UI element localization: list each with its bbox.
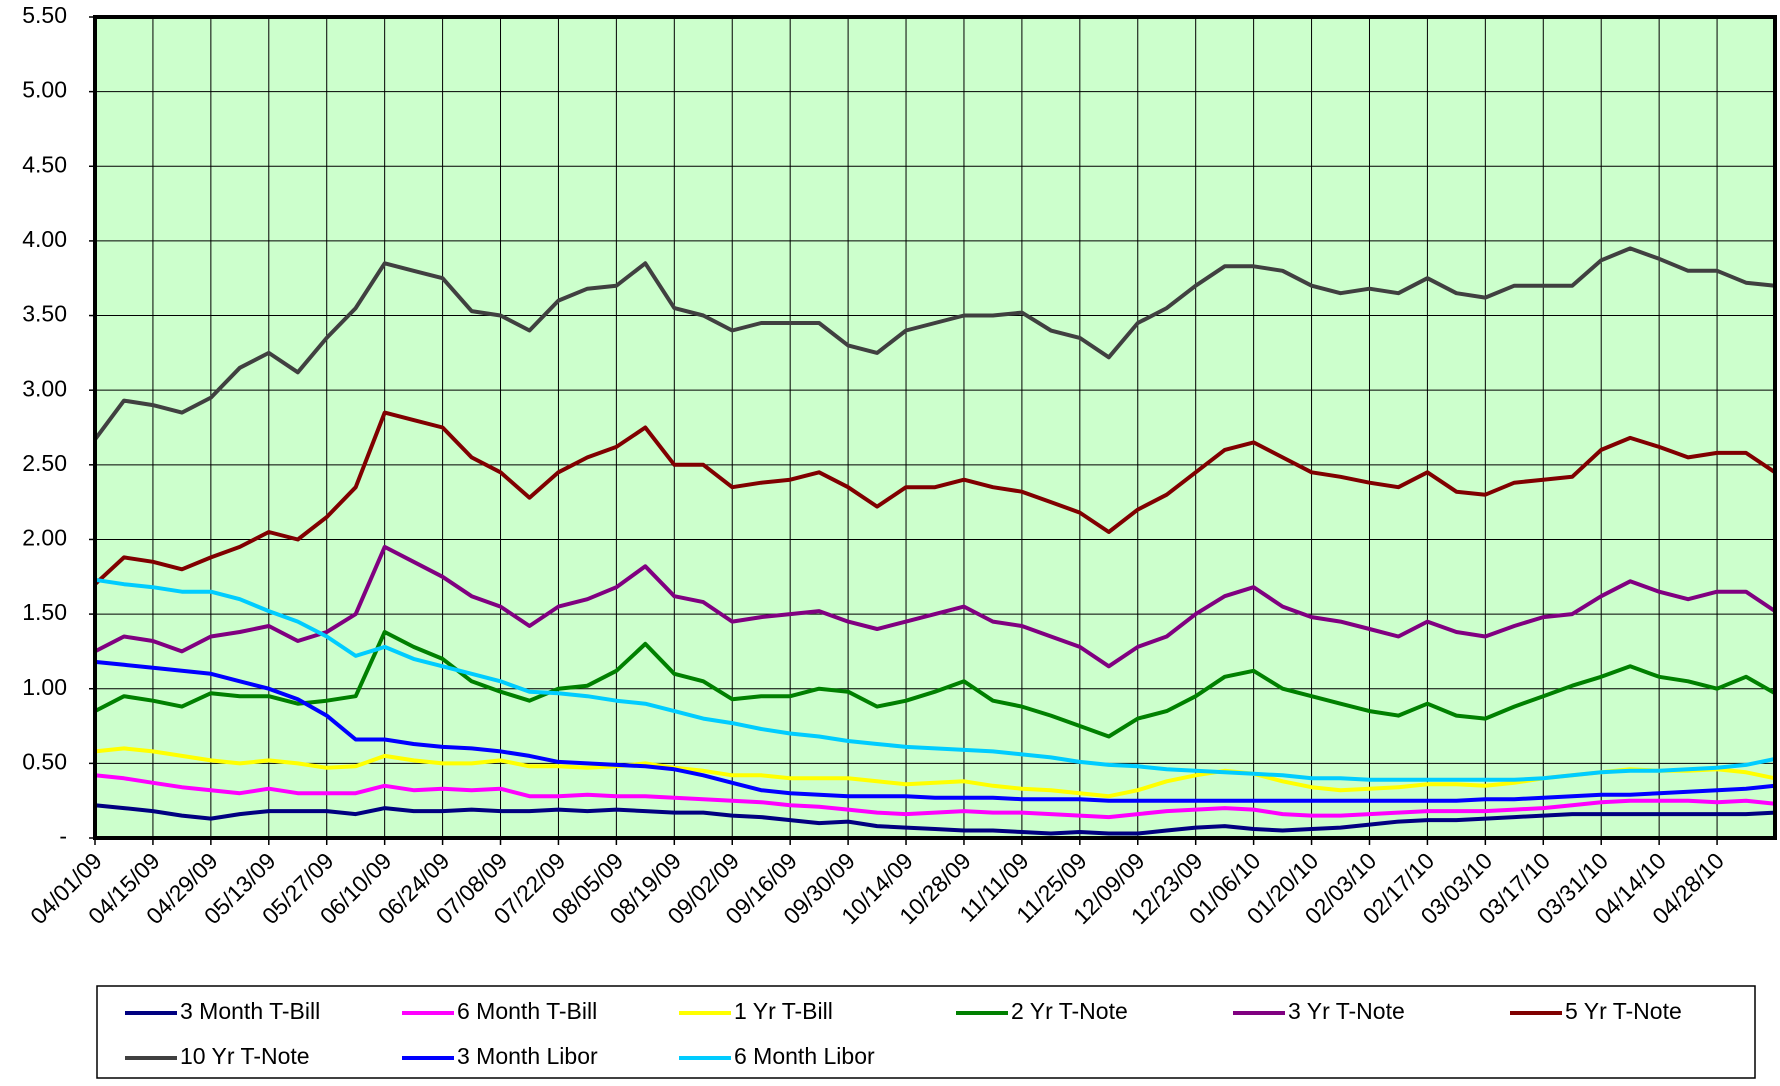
- y-tick-label: 1.00: [22, 674, 67, 700]
- legend-label: 1 Yr T-Bill: [734, 998, 833, 1024]
- series-line: [94, 577, 1776, 782]
- legend-label: 5 Yr T-Note: [1565, 998, 1682, 1024]
- series-line: [93, 246, 1776, 441]
- series-line: [94, 544, 1777, 669]
- series-line: [94, 746, 1776, 799]
- legend-label: 10 Yr T-Note: [180, 1043, 310, 1069]
- legend-label: 6 Month Libor: [734, 1043, 875, 1069]
- y-tick-label: 4.00: [22, 226, 67, 252]
- y-tick-label: -: [59, 823, 67, 849]
- y-tick-label: 5.50: [22, 2, 67, 28]
- series-line: [94, 773, 1776, 820]
- plot-border: [93, 15, 1777, 840]
- series-line: [94, 803, 1776, 836]
- series-line: [94, 659, 1776, 803]
- legend-label: 3 Month Libor: [457, 1043, 598, 1069]
- legend-box: [96, 985, 1756, 1079]
- y-tick-label: 2.00: [22, 525, 67, 551]
- y-tick-label: 0.50: [22, 748, 67, 774]
- plot-area: [95, 17, 1775, 838]
- series-line: [94, 630, 1776, 739]
- y-tick-label: 5.00: [22, 77, 67, 103]
- series-line: [93, 410, 1777, 586]
- y-tick-label: 1.50: [22, 599, 67, 625]
- legend-label: 2 Yr T-Note: [1011, 998, 1128, 1024]
- y-tick-label: 2.50: [22, 450, 67, 476]
- y-tick-label: 4.50: [22, 151, 67, 177]
- y-tick-label: 3.50: [22, 301, 67, 327]
- y-tick-label: 3.00: [22, 375, 67, 401]
- legend-label: 6 Month T-Bill: [457, 998, 597, 1024]
- legend-label: 3 Yr T-Note: [1288, 998, 1405, 1024]
- legend-label: 3 Month T-Bill: [180, 998, 320, 1024]
